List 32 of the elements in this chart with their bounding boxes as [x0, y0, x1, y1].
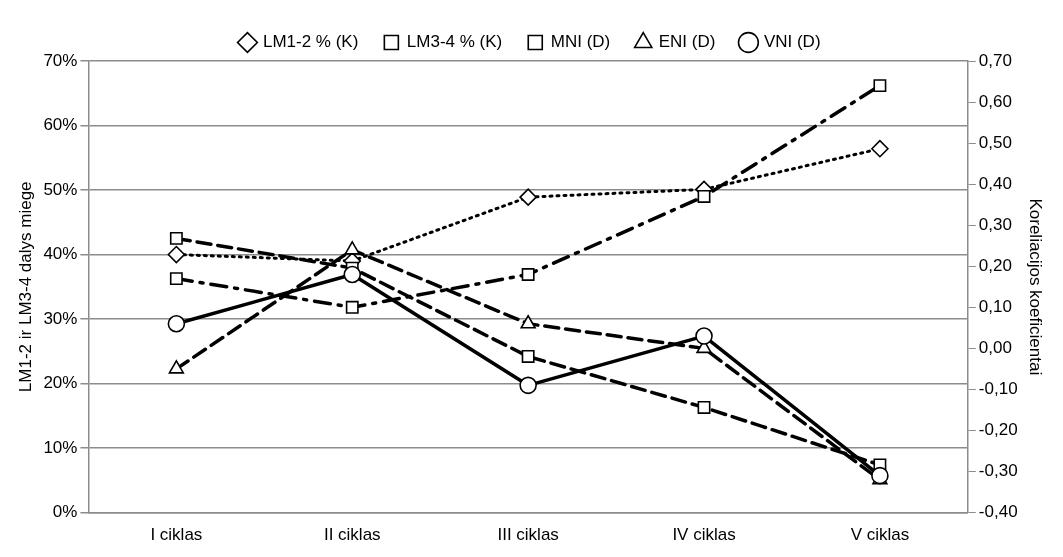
y-tick-label: 70%: [43, 50, 78, 70]
x-tick-label: IV ciklas: [672, 525, 736, 545]
y-tick-label: 0%: [52, 502, 78, 522]
y2-tick-label: 0,20: [978, 255, 1012, 275]
y2-tick-label: 0,00: [978, 338, 1012, 358]
y2-tick-label: 0,40: [978, 173, 1012, 193]
y2-tick-label: 0,10: [978, 297, 1012, 317]
legend-label: LM1-2 % (K): [262, 32, 359, 52]
legend-label: LM3-4 % (K): [406, 32, 503, 52]
y2-tick-label: -0,10: [978, 379, 1018, 399]
y2-tick-label: -0,30: [978, 461, 1018, 481]
x-tick-label: III ciklas: [497, 525, 559, 545]
y2-tick-label: 0,60: [978, 91, 1012, 111]
x-tick-label: II ciklas: [323, 525, 381, 545]
y-tick-label: 50%: [43, 179, 78, 199]
legend-label: MNI (D): [550, 32, 611, 52]
y2-tick-label: -0,40: [978, 502, 1018, 522]
y-tick-label: 20%: [43, 373, 78, 393]
y-tick-label: 30%: [43, 308, 78, 328]
y2-tick-label: 0,50: [978, 132, 1012, 152]
y-tick-label: 60%: [43, 115, 78, 135]
y2-tick-label: 0,70: [978, 50, 1012, 70]
legend-label: VNI (D): [763, 32, 821, 52]
y-tick-label: 40%: [43, 244, 78, 264]
y2-tick-label: -0,20: [978, 420, 1018, 440]
y-axis-title: LM1-2 ir LM3-4 dalys miege: [15, 181, 35, 393]
legend-label: ENI (D): [658, 32, 716, 52]
y-tick-label: 10%: [43, 437, 78, 457]
x-tick-label: V ciklas: [850, 525, 910, 545]
y2-tick-label: 0,30: [978, 214, 1012, 234]
x-tick-label: I ciklas: [150, 525, 203, 545]
y2-axis-title: Koreliacijos koeficientai: [1026, 198, 1046, 376]
